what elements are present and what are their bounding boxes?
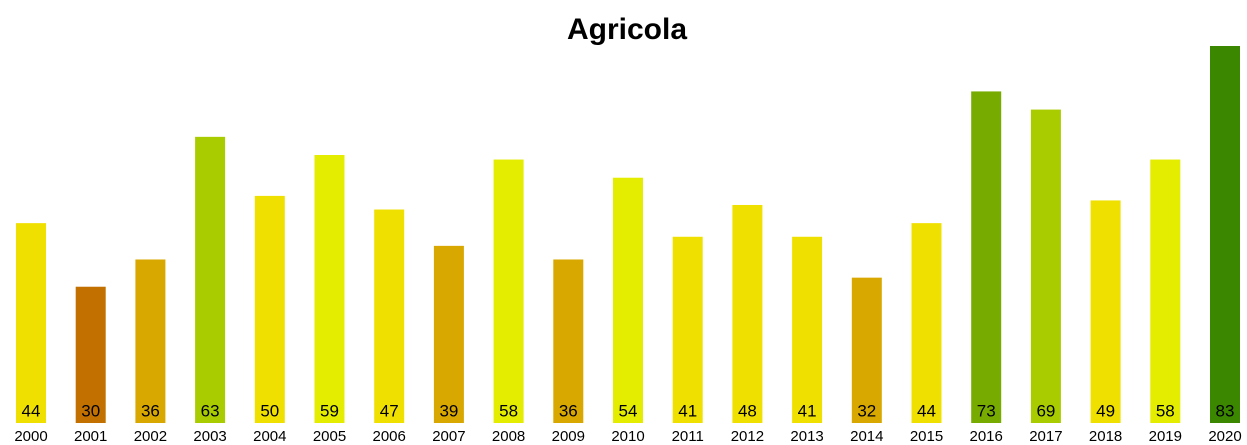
chart-title: Agricola: [567, 13, 687, 46]
bar: [851, 277, 882, 423]
value-label: 83: [1216, 401, 1235, 420]
bar: [792, 236, 823, 423]
x-tick-label: 2005: [313, 428, 346, 445]
x-tick-label: 2001: [74, 428, 107, 445]
bar: [195, 136, 226, 423]
bar: [1210, 46, 1240, 423]
bar: [16, 223, 46, 423]
value-label: 54: [619, 401, 638, 420]
x-tick-label: 2000: [14, 428, 47, 445]
bar: [732, 204, 763, 423]
x-tick-label: 2012: [731, 428, 764, 445]
x-tick-label: 2015: [910, 428, 943, 445]
bar: [314, 155, 345, 423]
bar: [613, 177, 643, 423]
x-tick-label: 2016: [970, 428, 1003, 445]
value-label: 69: [1036, 401, 1055, 420]
x-tick-label: 2003: [193, 428, 226, 445]
bar: [493, 159, 524, 424]
x-tick-label: 2013: [790, 428, 823, 445]
x-tick-label: 2020: [1208, 428, 1241, 445]
value-label: 63: [201, 401, 220, 420]
value-label: 49: [1096, 401, 1115, 420]
bar: [374, 209, 405, 423]
x-tick-label: 2004: [253, 428, 286, 445]
bar: [135, 259, 166, 423]
x-tick-label: 2019: [1149, 428, 1182, 445]
value-label: 48: [738, 401, 757, 420]
value-label: 41: [798, 401, 817, 420]
bar: [911, 223, 942, 423]
x-tick-label: 2014: [850, 428, 883, 445]
bar: [75, 286, 106, 423]
bar: [553, 259, 584, 423]
value-label: 58: [1156, 401, 1175, 420]
x-tick-label: 2006: [373, 428, 406, 445]
x-tick-label: 2017: [1029, 428, 1062, 445]
value-label: 44: [917, 401, 936, 420]
value-label: 47: [380, 401, 399, 420]
value-label: 41: [678, 401, 697, 420]
x-tick-label: 2010: [611, 428, 644, 445]
value-label: 73: [977, 401, 996, 420]
x-tick-label: 2011: [672, 428, 704, 445]
value-label: 50: [260, 401, 279, 420]
bar: [1030, 109, 1061, 423]
x-tick-label: 2008: [492, 428, 525, 445]
value-label: 36: [559, 401, 578, 420]
value-label: 59: [320, 401, 339, 420]
value-label: 44: [22, 401, 41, 420]
bar: [971, 91, 1002, 423]
bar: [1150, 159, 1181, 424]
value-label: 30: [81, 401, 100, 420]
bar: [1090, 200, 1121, 423]
value-label: 32: [857, 401, 876, 420]
x-tick-label: 2018: [1089, 428, 1122, 445]
value-label: 39: [439, 401, 458, 420]
x-tick-label: 2007: [432, 428, 465, 445]
bar: [672, 236, 703, 423]
x-tick-label: 2002: [134, 428, 167, 445]
x-tick-label: 2009: [552, 428, 585, 445]
bar: [254, 195, 285, 423]
value-label: 58: [499, 401, 518, 420]
value-label: 36: [141, 401, 160, 420]
bar: [433, 245, 464, 423]
